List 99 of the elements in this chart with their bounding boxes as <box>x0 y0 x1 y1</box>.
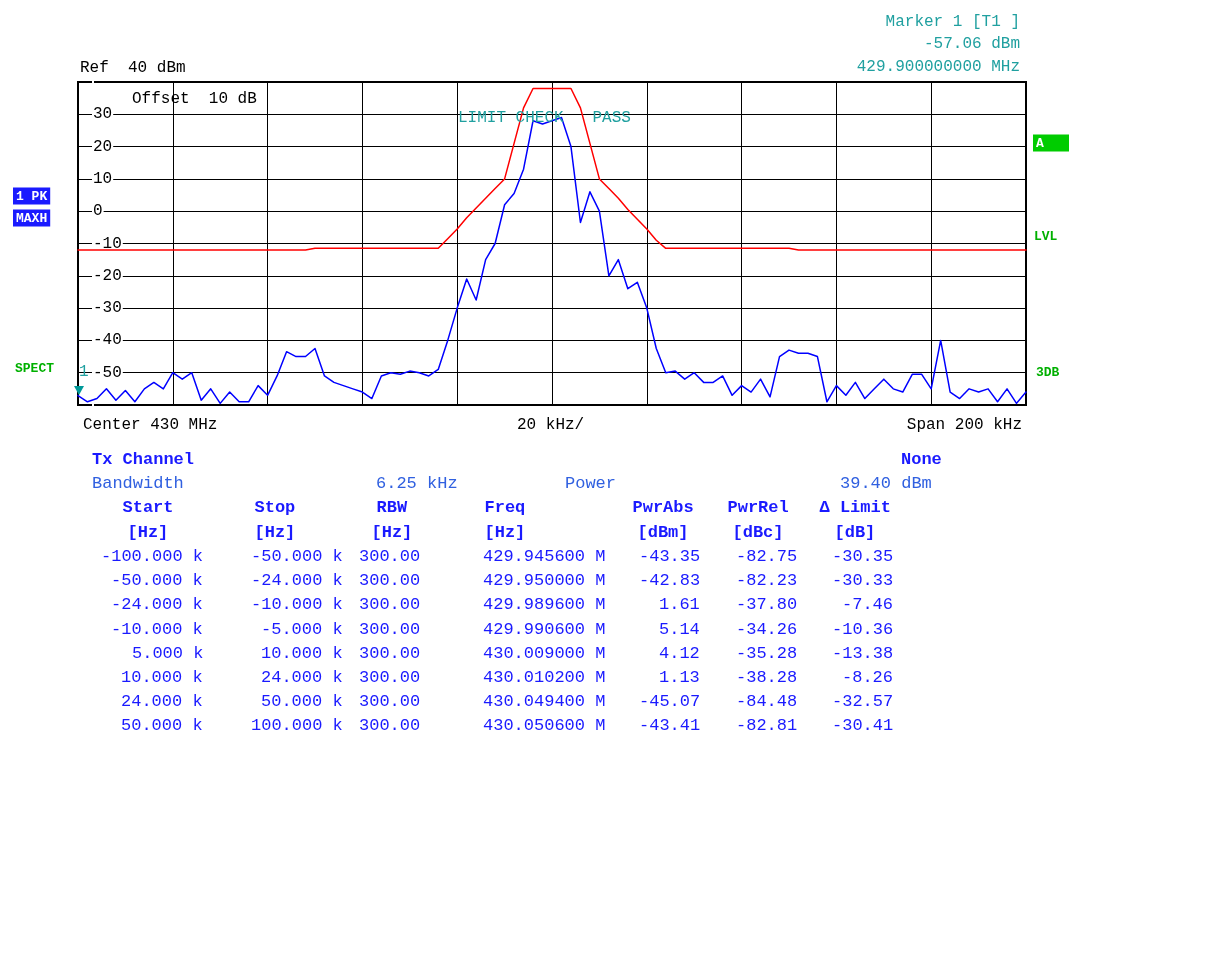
text: 5.000 k <box>132 643 204 663</box>
text: [dBc] <box>732 523 784 542</box>
y-tick-label: -30 <box>93 299 122 318</box>
text: 50.000 k <box>261 692 343 712</box>
text: Stop <box>254 498 296 517</box>
text: 300.00 <box>359 619 421 639</box>
text: 1.61 <box>659 595 700 615</box>
text: 300.00 <box>359 547 421 566</box>
text: LVL <box>1034 228 1058 244</box>
y-tick-label: -20 <box>93 266 122 285</box>
y-tick-label: 20 <box>93 137 113 156</box>
text: -10.000 k <box>111 619 203 639</box>
text: -43.41 <box>639 716 701 736</box>
text: -45.07 <box>639 692 701 712</box>
text: 1.13 <box>659 668 700 687</box>
text: 50.000 k <box>121 716 203 736</box>
text: [Hz] <box>254 523 296 542</box>
text: -82.81 <box>736 716 798 736</box>
text: MAXH <box>16 210 48 226</box>
text: -10.36 <box>832 619 894 639</box>
text: 429.989600 M <box>483 595 606 615</box>
text: 300.00 <box>359 595 421 615</box>
text: -37.80 <box>736 595 798 615</box>
text: -35.28 <box>736 643 798 663</box>
text: 100.000 k <box>251 716 343 736</box>
text: 10.000 k <box>261 643 343 663</box>
text: Start <box>122 498 174 517</box>
text: -30.33 <box>832 571 894 591</box>
text: -38.28 <box>736 668 798 687</box>
text: 430.010200 M <box>483 668 606 687</box>
text: 24.000 k <box>261 668 343 687</box>
text: -82.23 <box>736 571 798 591</box>
text: 429.945600 M <box>483 547 606 566</box>
text: -24.000 k <box>111 595 203 615</box>
text: -42.83 <box>639 571 701 591</box>
text: 300.00 <box>359 716 421 736</box>
text: 10.000 k <box>121 668 203 687</box>
text: RBW <box>376 498 408 517</box>
text: SPECT <box>15 360 55 376</box>
y-tick-label: -10 <box>93 234 122 253</box>
text: [dB] <box>834 523 876 542</box>
text: Marker 1 [T1 ] <box>885 13 1020 31</box>
text: 39.40 dBm <box>840 474 932 493</box>
text: -34.26 <box>736 619 798 639</box>
y-tick-label: 30 <box>93 105 113 124</box>
text: -5.000 k <box>261 619 343 639</box>
text: -24.000 k <box>251 571 343 591</box>
text: -30.35 <box>832 547 894 566</box>
text: -13.38 <box>832 643 894 663</box>
y-tick-label: -50 <box>93 363 122 382</box>
text: -43.35 <box>639 547 701 566</box>
text: Bandwidth <box>92 474 184 493</box>
text: 429.950000 M <box>483 571 606 591</box>
text: 429.990600 M <box>483 619 606 639</box>
text: Ref 40 dBm <box>80 59 186 77</box>
text: PwrRel <box>727 498 789 517</box>
text: A <box>1036 135 1044 151</box>
text: [Hz] <box>371 523 413 542</box>
text: -8.26 <box>842 668 894 687</box>
text: 300.00 <box>359 692 421 712</box>
text: Tx Channel <box>92 450 195 469</box>
text: -82.75 <box>736 547 798 566</box>
text: [dBm] <box>637 523 689 542</box>
text: -32.57 <box>832 692 894 712</box>
text: Power <box>565 474 617 493</box>
text: [Hz] <box>127 523 169 542</box>
y-tick-label: 0 <box>93 202 103 221</box>
text: 300.00 <box>359 571 421 591</box>
text: -100.000 k <box>101 547 204 566</box>
text: -7.46 <box>842 595 894 615</box>
text: PwrAbs <box>632 498 694 517</box>
text: 24.000 k <box>121 692 203 712</box>
text: -84.48 <box>736 692 798 712</box>
line-series <box>77 87 1027 251</box>
text: None <box>901 450 942 469</box>
text: -50.000 k <box>251 547 343 566</box>
text: Span 200 kHz <box>906 416 1022 434</box>
text: Center 430 MHz <box>83 416 218 434</box>
text: -50.000 k <box>111 571 203 591</box>
text: 4.12 <box>659 643 700 663</box>
text: -10.000 k <box>251 595 343 615</box>
y-tick-label: 10 <box>93 169 113 188</box>
text: 430.050600 M <box>483 716 606 736</box>
text: -30.41 <box>832 716 894 736</box>
text: 1 PK <box>16 188 48 204</box>
text: -57.06 dBm <box>923 35 1020 53</box>
text: 5.14 <box>659 619 700 639</box>
text: 3DB <box>1036 364 1060 380</box>
text: 430.009000 M <box>483 643 606 663</box>
text: 300.00 <box>359 643 421 663</box>
text: [Hz] <box>484 523 526 542</box>
y-tick-label: -40 <box>93 331 122 350</box>
text: Δ Limit <box>819 498 891 517</box>
text: 429.900000000 MHz <box>856 58 1020 76</box>
text: Freq <box>484 498 526 517</box>
text: 430.049400 M <box>483 692 606 712</box>
text: 20 kHz/ <box>517 416 585 434</box>
text: 6.25 kHz <box>376 474 458 493</box>
text: 300.00 <box>359 668 421 687</box>
